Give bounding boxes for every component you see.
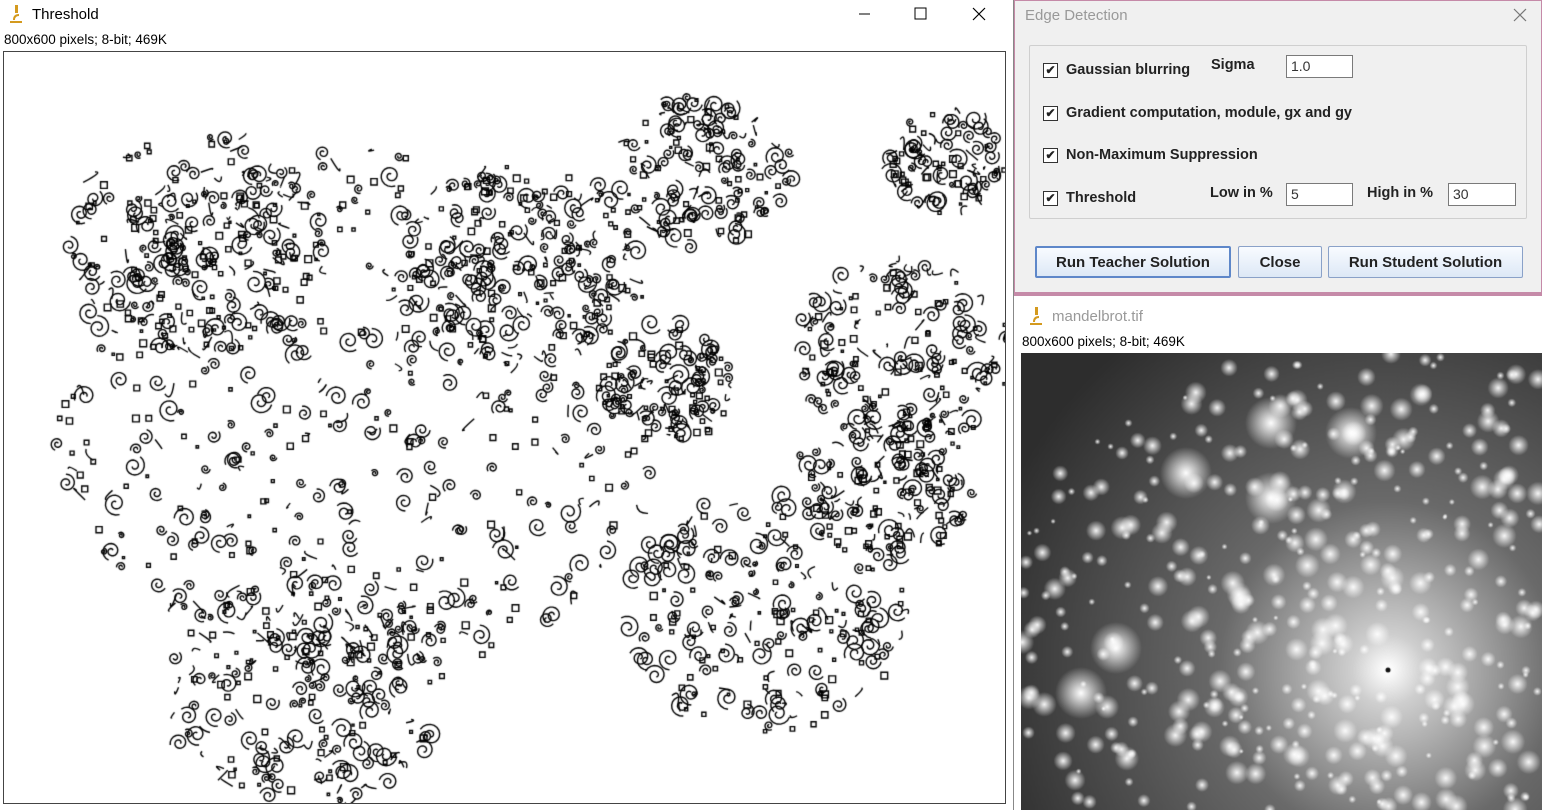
check-icon: ✔ <box>1043 62 1058 78</box>
edge-image <box>4 52 1005 803</box>
close-icon <box>1513 8 1527 22</box>
threshold-image-info: 800x600 pixels; 8-bit; 469K <box>4 32 167 47</box>
mandelbrot-image-canvas[interactable] <box>1021 353 1542 810</box>
imagej-microscope-icon <box>10 5 22 23</box>
gaussian-blurring-label: Gaussian blurring <box>1066 62 1191 78</box>
mandelbrot-image <box>1021 353 1542 810</box>
gradient-computation-checkbox[interactable]: ✔ Gradient computation, module, gx and g… <box>1043 105 1352 121</box>
check-icon: ✔ <box>1043 190 1058 206</box>
edge-dialog-title: Edge Detection <box>1025 6 1128 24</box>
run-teacher-solution-button[interactable]: Run Teacher Solution <box>1035 246 1231 278</box>
close-icon <box>972 7 986 21</box>
mandelbrot-title: mandelbrot.tif <box>1052 307 1143 325</box>
check-icon: ✔ <box>1043 105 1058 121</box>
sigma-field[interactable]: 1.0 <box>1286 55 1353 78</box>
low-percent-label: Low in % <box>1210 185 1273 201</box>
non-maximum-suppression-checkbox[interactable]: ✔ Non-Maximum Suppression <box>1043 147 1258 163</box>
low-percent-field[interactable]: 5 <box>1286 183 1353 206</box>
gaussian-blurring-checkbox[interactable]: ✔ Gaussian blurring <box>1043 62 1190 78</box>
options-panel <box>1029 45 1527 219</box>
mandelbrot-titlebar[interactable]: mandelbrot.tif <box>1014 302 1542 330</box>
minimize-button[interactable] <box>842 0 888 28</box>
threshold-image-canvas[interactable] <box>3 51 1006 804</box>
mandelbrot-image-info: 800x600 pixels; 8-bit; 469K <box>1022 334 1185 349</box>
high-percent-field[interactable]: 30 <box>1448 183 1516 206</box>
threshold-option-label: Threshold <box>1066 190 1137 206</box>
threshold-titlebar[interactable]: Threshold <box>0 0 1013 28</box>
close-button[interactable] <box>956 0 1002 28</box>
sigma-label: Sigma <box>1211 57 1255 73</box>
threshold-title: Threshold <box>32 5 99 23</box>
threshold-window[interactable]: Threshold 800x600 pixels; 8-bit; 469K <box>0 0 1014 810</box>
imagej-microscope-icon <box>1030 307 1042 325</box>
threshold-checkbox[interactable]: ✔ Threshold <box>1043 190 1136 206</box>
gradient-computation-label: Gradient computation, module, gx and gy <box>1066 105 1352 121</box>
maximize-icon <box>914 7 927 20</box>
close-button[interactable]: Close <box>1238 246 1322 278</box>
mandelbrot-window[interactable]: mandelbrot.tif 800x600 pixels; 8-bit; 46… <box>1014 296 1542 810</box>
edge-dialog-titlebar[interactable]: Edge Detection <box>1015 1 1541 29</box>
maximize-button[interactable] <box>898 0 944 28</box>
edge-detection-dialog[interactable]: Edge Detection ✔ Gaussian blurring Sigma… <box>1014 0 1542 296</box>
minimize-icon <box>859 13 870 15</box>
high-percent-label: High in % <box>1367 185 1434 201</box>
non-maximum-suppression-label: Non-Maximum Suppression <box>1066 147 1258 163</box>
check-icon: ✔ <box>1043 147 1058 163</box>
edge-dialog-close-button[interactable] <box>1497 1 1542 29</box>
run-student-solution-button[interactable]: Run Student Solution <box>1328 246 1523 278</box>
